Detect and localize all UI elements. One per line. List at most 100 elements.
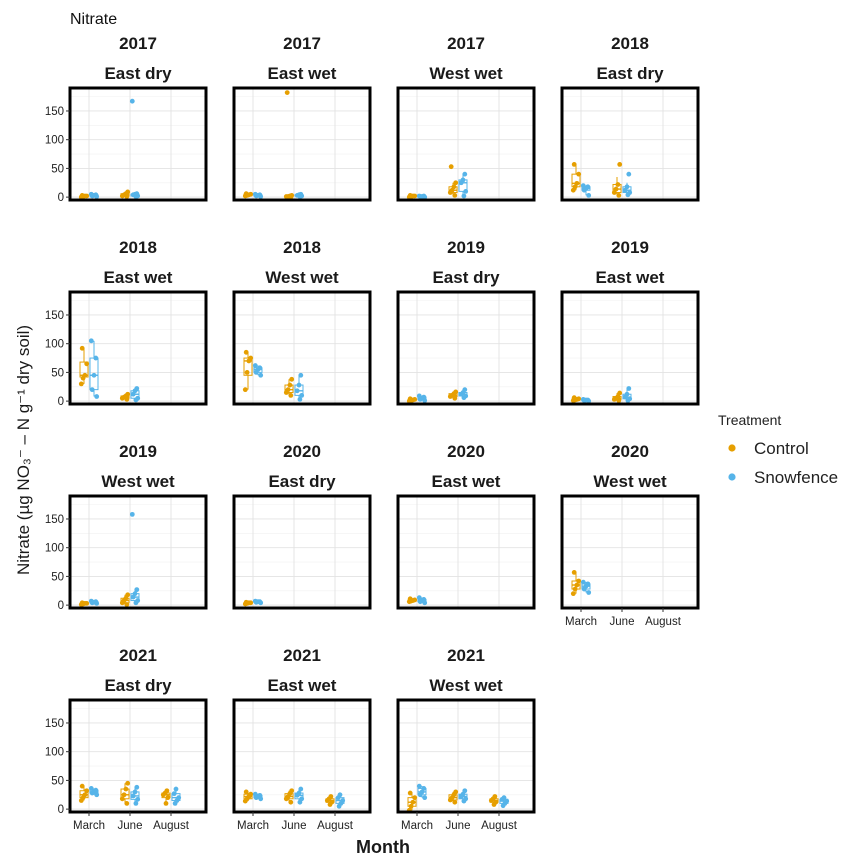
- panel-2018-west-wet-june-control-point: [289, 376, 295, 382]
- panel-2017-east-wet-june-control-point: [289, 193, 295, 198]
- panel-2020-west-wet-march-snowfence-point: [585, 581, 591, 587]
- panel-2017-west-wet-border: [396, 86, 536, 202]
- panel-2021-west-wet-march-snowfence-point: [416, 783, 422, 789]
- panel-2021-east-dry-y-tick-label: 150: [45, 718, 64, 730]
- panel-2018-east-wet-march-snowfence-point: [94, 394, 100, 399]
- panel-2018-west-wet-june-snowfence-point: [297, 397, 303, 402]
- panel-2021-east-wet-march-control-point: [243, 789, 249, 795]
- panel-2021-east-dry-august-control-point: [163, 800, 169, 806]
- panel-2021-west-wet: 2021 West wet March June August: [396, 646, 536, 832]
- panel-2019-east-dry-june-control-point: [453, 389, 459, 395]
- panel-2018-west-wet-june-control-point: [287, 382, 293, 388]
- panel-2018-east-wet-march-control-point: [78, 381, 84, 387]
- panel-2020-east-wet-march-control-point: [407, 596, 413, 602]
- panel-2020-west-wet-march-snowfence-point: [580, 579, 586, 585]
- panel-2020-east-dry-background: [234, 496, 370, 608]
- panel-2019-east-wet-march-control-point: [571, 395, 577, 401]
- panel-2018-east-wet-y-tick-label: 100: [45, 339, 64, 351]
- panel-2021-east-dry-y-tick-label: 50: [51, 775, 64, 787]
- panel-2018-east-wet-y-tick-label: 150: [45, 310, 64, 322]
- panel-2021-east-wet: 2021 East wet March June August: [232, 646, 372, 832]
- panel-2021-east-dry-x-tick-label-august: August: [153, 820, 190, 832]
- panel-2018-west-wet-june-control-point: [288, 392, 294, 398]
- panel-2021-east-wet-site-label: East wet: [268, 676, 337, 695]
- panel-2021-east-dry-march-snowfence-point: [93, 787, 99, 793]
- panel-2020-east-wet-background: [398, 496, 534, 608]
- panel-2017-east-dry-year-label: 2017: [119, 34, 157, 53]
- panel-2019-east-dry-border: [396, 290, 536, 406]
- panel-2017-east-wet-border: [232, 86, 372, 202]
- panel-2020-west-wet-march-control-point: [571, 569, 577, 575]
- panel-2021-west-wet-march-control-point: [410, 799, 416, 805]
- panel-2019-east-wet-march-snowfence-point: [580, 397, 586, 402]
- panel-2021-east-dry-august-control-point: [165, 795, 171, 801]
- panel-2021-west-wet-march-snowfence-point: [421, 786, 427, 791]
- panel-2018-east-dry: 2018 East dry: [560, 34, 700, 202]
- panel-2021-east-dry-june-snowfence-point: [134, 784, 140, 790]
- panel-2020-west-wet-year-label: 2020: [611, 442, 649, 461]
- panel-2020-east-dry-march-snowfence-point: [257, 599, 263, 605]
- panel-2019-west-wet-june-control-point: [124, 602, 130, 607]
- panel-2017-east-dry-y-tick-label: 50: [51, 163, 64, 175]
- panel-2017-east-wet-march-snowfence-point: [252, 191, 258, 197]
- panel-2020-west-wet-border: [560, 494, 700, 610]
- panel-2017-east-wet-year-label: 2017: [283, 34, 321, 53]
- panel-2017-west-wet: 2017 West wet: [396, 34, 536, 202]
- panel-2021-east-wet-august-control-point: [328, 794, 334, 799]
- panel-2018-east-dry-year-label: 2018: [611, 34, 649, 53]
- panel-2021-west-wet-x-tick-label-august: August: [481, 820, 518, 832]
- panel-2021-east-dry-y-tick-label: 0: [58, 804, 64, 816]
- panel-2020-east-wet-march-snowfence-point: [421, 596, 427, 602]
- panel-2018-east-wet-border: [68, 290, 208, 406]
- panel-2018-west-wet-june-snowfence-point: [299, 392, 305, 398]
- panel-2019-east-wet-march-snowfence-point: [585, 397, 591, 403]
- panel-2021-east-dry-march-control-point: [79, 783, 85, 789]
- panel-2019-west-wet-june-snowfence-point: [129, 511, 135, 517]
- panel-2017-west-wet-site-label: West wet: [429, 64, 503, 83]
- panel-2021-east-wet-august-control-point: [329, 799, 335, 805]
- panel-2021-west-wet-june-control-point: [452, 799, 458, 805]
- panel-2021-east-wet-border: [232, 698, 372, 814]
- panel-2017-west-wet-march-snowfence-point: [416, 193, 422, 199]
- panel-2018-east-dry-june-control-point: [616, 193, 622, 198]
- panel-2018-west-wet-march-control-point: [243, 349, 249, 355]
- panel-2019-east-wet-site-label: East wet: [596, 268, 665, 287]
- panel-2020-west-wet-background: [562, 496, 698, 608]
- panel-2021-east-wet-june-control-point: [289, 788, 295, 794]
- panel-2018-east-dry-border: [560, 86, 700, 202]
- panel-2017-east-wet-june-snowfence-point: [298, 191, 304, 197]
- panel-2019-west-wet-border: [68, 494, 208, 610]
- panel-2018-west-wet-border: [232, 290, 372, 406]
- panel-2019-east-wet-border: [560, 290, 700, 406]
- panel-2021-east-wet-june-snowfence-point: [298, 786, 304, 792]
- panel-2020-east-wet-border: [396, 494, 536, 610]
- panel-2021-east-dry-june-snowfence-point: [133, 800, 139, 806]
- panel-2017-east-wet: 2017 East wet: [232, 34, 372, 202]
- panel-2018-west-wet-march-control-point: [248, 355, 254, 361]
- panel-2018-west-wet-june-control-point: [285, 387, 291, 393]
- panel-2020-west-wet-x-tick-label-march: March: [565, 616, 597, 628]
- panel-2021-east-wet-march-snowfence-point: [252, 791, 258, 797]
- panel-2018-west-wet-march-control-box: [243, 357, 253, 376]
- panel-2021-east-dry-june-snowfence-point: [135, 796, 141, 802]
- panel-2019-west-wet-march-snowfence-point: [93, 599, 99, 605]
- panel-2021-east-wet-march-control-point: [248, 791, 254, 797]
- panel-2019-west-wet-june-snowfence-point: [134, 587, 140, 593]
- panel-2020-east-wet-march-snowfence-point: [416, 595, 422, 601]
- panel-2020-east-wet-site-label: East wet: [432, 472, 501, 491]
- panel-2017-east-dry-background: [70, 88, 206, 200]
- panel-2017-east-wet-site-label: East wet: [268, 64, 337, 83]
- panel-2021-west-wet-august-control-point: [492, 794, 498, 799]
- panel-2020-west-wet-x-tick-label-june: June: [610, 616, 635, 628]
- panel-2021-east-dry-june-snowfence-point: [132, 789, 138, 795]
- panel-2017-east-wet-march-control-point: [243, 191, 249, 197]
- panel-2019-east-dry-june-snowfence-point: [462, 387, 468, 393]
- panel-2020-west-wet-x-tick-label-august: August: [645, 616, 682, 628]
- panel-2018-west-wet-march-control-point: [242, 387, 248, 393]
- legend-title: Treatment: [718, 412, 781, 428]
- panel-2020-east-dry: 2020 East dry: [232, 442, 372, 610]
- panel-2021-west-wet-march-control-point: [407, 790, 413, 796]
- panel-2017-west-wet-march-snowfence-point: [421, 193, 427, 199]
- panel-2021-west-wet-june-snowfence-point: [462, 788, 468, 794]
